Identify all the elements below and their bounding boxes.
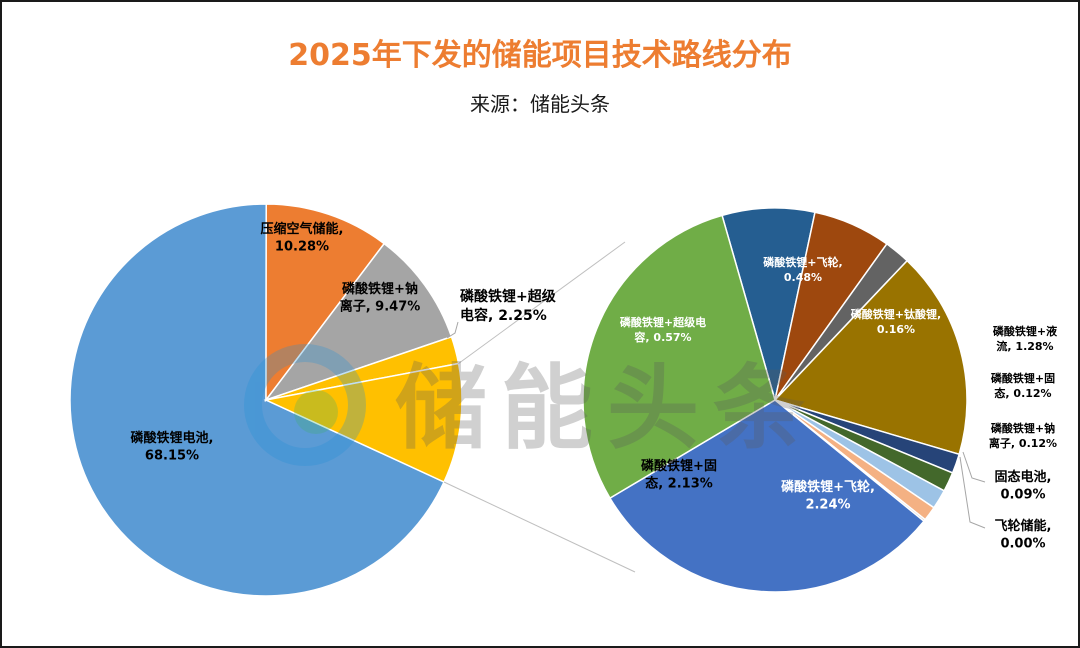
connector-line-top [458,241,626,364]
main-pie-label: 磷酸铁锂+钠离子, 9.47% [340,281,421,315]
secondary-pie-slice [721,207,816,401]
leader-line [446,321,459,339]
secondary-pie-label: 磷酸铁锂+超级电容, 0.57% [620,315,706,344]
secondary-pie-label-line: 飞轮储能, [995,518,1052,534]
secondary-pie-label: 磷酸铁锂+固态, 2.13% [641,458,717,492]
secondary-pie-label-line: 磷酸铁锂+超级电 [620,315,706,329]
main-pie-slice [69,203,446,597]
leader-line [959,456,986,529]
secondary-pie-slice [582,214,776,500]
main-pie-label-line: 电容, 2.25% [460,307,547,324]
main-pie-label-line: 磷酸铁锂+超级 [460,288,557,305]
connector-line-bottom [443,481,636,573]
secondary-pie-label: 磷酸铁锂+飞轮, 2.24% [781,479,875,513]
secondary-pie-label-line: 容, 0.57% [633,330,691,344]
secondary-pie-label: 磷酸铁锂+钠离子, 0.12% [989,421,1057,450]
secondary-pie-label: 磷酸铁锂+钛酸锂, 0.16% [851,307,941,336]
main-pie-label-line: 68.15% [145,449,199,464]
watermark-logo-icon [244,344,366,466]
main-pie [69,203,463,597]
secondary-pie-label-line: 磷酸铁锂+飞轮, [763,255,842,269]
secondary-pie-label-line: 0.48% [784,271,822,284]
secondary-pie-slice [773,259,968,456]
main-pie-label-line: 10.28% [275,240,329,255]
secondary-pie-label-line: 态, 2.13% [645,476,713,492]
secondary-pie-label-line: 磷酸铁锂+液 [993,324,1058,338]
secondary-pie-label: 飞轮储能, 0.00% [995,518,1052,552]
secondary-pie-label-line: 磷酸铁锂+固 [641,458,717,474]
watermark: 储能头条 [244,344,819,466]
secondary-pie-label: 固态电池, 0.09% [995,469,1052,503]
secondary-pie-label-line: 0.16% [877,323,915,336]
secondary-pie-label-line: 2.24% [805,498,850,513]
secondary-pie-label-line: 0.09% [1000,488,1045,503]
secondary-pie-label-line: 磷酸铁锂+飞轮, [781,479,875,495]
secondary-pie-label-line: 固态电池, [995,469,1052,485]
chart-title: 2025年下发的储能项目技术路线分布 [288,38,792,73]
main-pie-slice [263,242,453,402]
main-pie-label: 压缩空气储能, 10.28% [261,221,344,255]
main-pie-label-line: 压缩空气储能, [261,221,344,237]
secondary-pie-slice [608,399,925,593]
main-pie-label-line: 离子, 9.47% [340,299,421,315]
main-pie-label-line: 磷酸铁锂电池, [131,430,214,446]
secondary-pie-label-line: 态, 0.12% [994,386,1051,400]
main-pie-label-line: 磷酸铁锂+钠 [342,281,418,297]
secondary-pie-label-line: 流, 1.28% [996,339,1053,353]
secondary-pie-label-line: 离子, 0.12% [989,436,1057,450]
secondary-pie-label-line: 磷酸铁锂+钠 [991,421,1055,435]
main-pie-slice [263,362,463,483]
secondary-pie-label: 磷酸铁锂+固态, 0.12% [991,371,1055,400]
watermark-text: 储能头条 [395,355,819,462]
secondary-pie-label: 磷酸铁锂+液流, 1.28% [993,324,1058,353]
secondary-pie-label-line: 磷酸铁锂+固 [991,371,1055,385]
secondary-pie-label: 磷酸铁锂+飞轮, 0.48% [763,255,842,284]
watermark-logo-dot [294,390,338,434]
secondary-pie [582,207,968,593]
chart-subtitle: 来源：储能头条 [470,92,610,116]
main-pie-label: 磷酸铁锂+超级电容, 2.25% [460,288,557,324]
secondary-pie-label-line: 磷酸铁锂+钛酸锂, [851,307,941,321]
leader-line [962,451,986,483]
main-pie-label: 磷酸铁锂电池, 68.15% [131,430,214,464]
main-pie-slice [265,203,386,403]
secondary-pie-label-line: 0.00% [1000,537,1045,552]
